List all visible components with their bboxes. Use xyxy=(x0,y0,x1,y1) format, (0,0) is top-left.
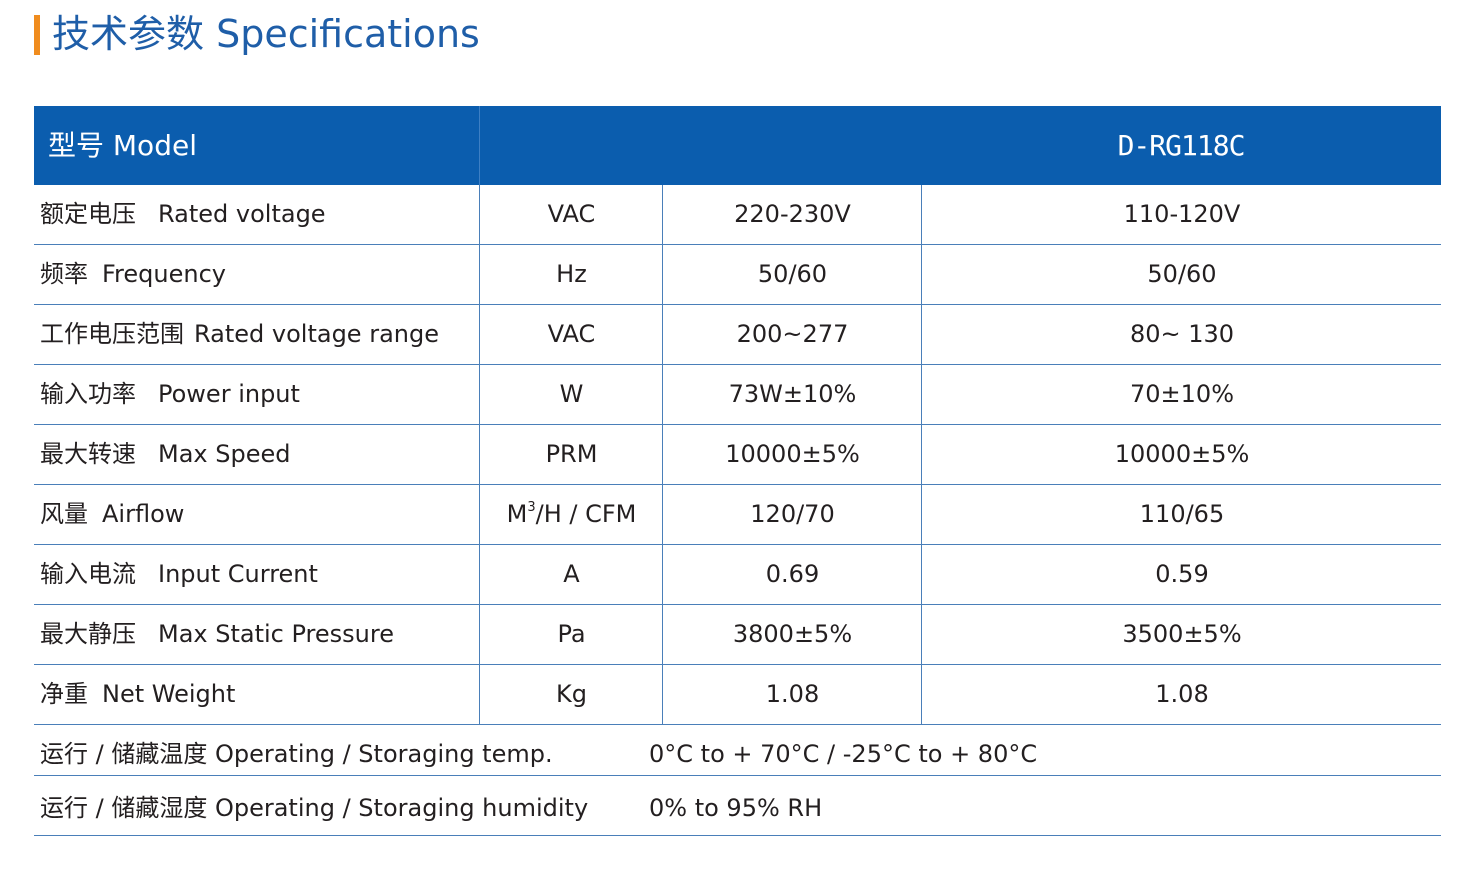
page-title: 技术参数 Specifications xyxy=(52,12,480,56)
table-row: 工作电压范围 Rated voltage range VAC 200~277 80… xyxy=(34,305,1441,365)
param-name: 风量 Airflow xyxy=(40,500,185,528)
table-row: 运行 / 储藏温度 Operating / Storaging temp. 0°… xyxy=(34,725,1441,776)
header-divider xyxy=(479,106,480,185)
value-col-1: 73W±10% xyxy=(662,365,922,424)
param-name: 运行 / 储藏湿度 Operating / Storaging humidity xyxy=(40,794,589,822)
table-row: 净重 Net Weight Kg 1.08 1.08 xyxy=(34,665,1441,725)
param-unit: Pa xyxy=(479,605,663,664)
param-name: 最大转速 Max Speed xyxy=(40,440,291,468)
param-unit: Kg xyxy=(479,665,663,724)
value-col-1: 200~277 xyxy=(662,305,922,364)
value-col-2: 1.08 xyxy=(921,665,1442,724)
value-col-2: 110/65 xyxy=(921,485,1442,544)
model-value: D-RG118C xyxy=(1117,129,1246,162)
table-row: 频率 Frequency Hz 50/60 50/60 xyxy=(34,245,1441,305)
value-col-2: 0.59 xyxy=(921,545,1442,604)
param-unit: M3/H / CFM xyxy=(479,485,663,544)
param-name: 额定电压 Rated voltage xyxy=(40,200,326,228)
value-col-1: 3800±5% xyxy=(662,605,922,664)
value-col-2: 3500±5% xyxy=(921,605,1442,664)
spec-table: 额定电压 Rated voltage VAC 220-230V 110-120V … xyxy=(34,185,1441,836)
table-row: 运行 / 储藏湿度 Operating / Storaging humidity… xyxy=(34,776,1441,836)
param-unit: VAC xyxy=(479,185,663,244)
table-header: 型号 Model D-RG118C xyxy=(34,106,1441,185)
param-unit: Hz xyxy=(479,245,663,304)
param-unit: A xyxy=(479,545,663,604)
table-row: 风量 Airflow M3/H / CFM 120/70 110/65 xyxy=(34,485,1441,545)
param-name: 输入功率 Power input xyxy=(40,380,300,408)
value-col-1: 1.08 xyxy=(662,665,922,724)
value-col-2: 110-120V xyxy=(921,185,1442,244)
value-col-1: 10000±5% xyxy=(662,425,922,484)
param-value: 0°C to + 70°C / -25°C to + 80°C xyxy=(649,740,1038,768)
value-col-2: 80~ 130 xyxy=(921,305,1442,364)
value-col-2: 70±10% xyxy=(921,365,1442,424)
value-col-1: 120/70 xyxy=(662,485,922,544)
param-name: 工作电压范围 Rated voltage range xyxy=(40,320,439,348)
model-label: 型号 Model xyxy=(48,129,197,162)
param-unit: W xyxy=(479,365,663,424)
param-name: 最大静压 Max Static Pressure xyxy=(40,620,394,648)
value-col-2: 10000±5% xyxy=(921,425,1442,484)
value-col-2: 50/60 xyxy=(921,245,1442,304)
value-col-1: 50/60 xyxy=(662,245,922,304)
table-row: 输入电流 Input Current A 0.69 0.59 xyxy=(34,545,1441,605)
value-col-1: 0.69 xyxy=(662,545,922,604)
param-name: 运行 / 储藏温度 Operating / Storaging temp. xyxy=(40,740,553,768)
value-col-1: 220-230V xyxy=(662,185,922,244)
table-row: 最大静压 Max Static Pressure Pa 3800±5% 3500±… xyxy=(34,605,1441,665)
title-accent-bar xyxy=(34,15,40,55)
param-name: 频率 Frequency xyxy=(40,260,226,288)
param-unit: VAC xyxy=(479,305,663,364)
param-name: 输入电流 Input Current xyxy=(40,560,318,588)
table-row: 输入功率 Power input W 73W±10% 70±10% xyxy=(34,365,1441,425)
param-value: 0% to 95% RH xyxy=(649,794,823,822)
table-row: 最大转速 Max Speed PRM 10000±5% 10000±5% xyxy=(34,425,1441,485)
param-unit: PRM xyxy=(479,425,663,484)
table-row: 额定电压 Rated voltage VAC 220-230V 110-120V xyxy=(34,185,1441,245)
param-name: 净重 Net Weight xyxy=(40,680,236,708)
